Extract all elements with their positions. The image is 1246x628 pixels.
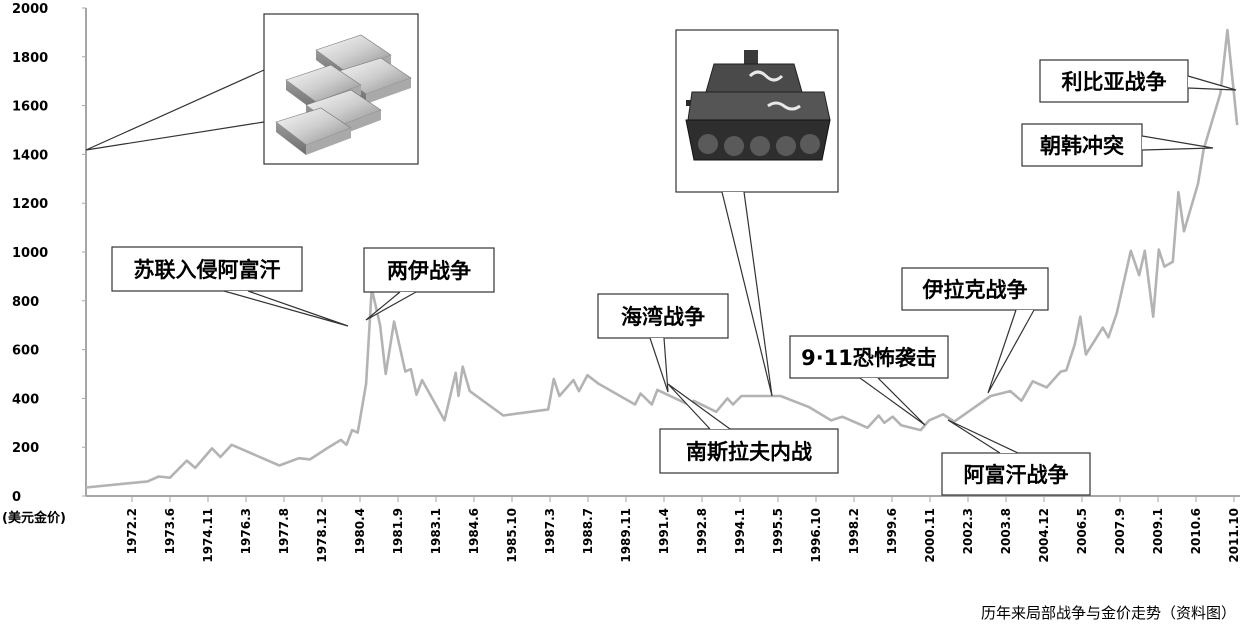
- x-tick-label: 1992.8: [695, 508, 709, 554]
- callout-pointer: [667, 383, 731, 430]
- gold-bars-image: [263, 13, 419, 165]
- callout-label: 阿富汗战争: [964, 463, 1069, 487]
- gold-image-pointer: [85, 69, 265, 151]
- y-tick-label: 1800: [12, 51, 48, 66]
- y-tick-label: 200: [12, 441, 39, 456]
- x-axis-ticks: 1972.2 1973.6 1974.11 1976.3 1977.8 1978.12 19…: [125, 496, 1241, 563]
- x-tick-label: 2010.6: [1189, 508, 1203, 554]
- x-tick-label: 1978.12: [315, 508, 329, 563]
- callout-box: [597, 293, 729, 339]
- callout-box: [901, 267, 1049, 311]
- callout-label: 伊拉克战争: [922, 278, 1028, 302]
- chart-caption: 历年来局部战争与金价走势（资料图）: [981, 604, 1236, 622]
- x-tick-label: 1972.2: [125, 508, 139, 554]
- x-tick-label: 1999.6: [885, 508, 899, 554]
- callout-label: 利比亚战争: [1062, 70, 1167, 94]
- callout-label: 9·11恐怖袭击: [801, 346, 937, 370]
- callout-pointer: [649, 337, 669, 393]
- y-tick-label: 1000: [12, 246, 48, 261]
- callout-pointer: [223, 290, 349, 327]
- gold-price-line: [85, 28, 1239, 489]
- x-tick-label: 2006.5: [1075, 508, 1089, 554]
- x-tick-label: 1995.5: [771, 508, 785, 554]
- y-axis-unit-label: (美元金价): [2, 510, 66, 526]
- callout-pointer: [1141, 135, 1214, 151]
- x-tick-label: 1980.4: [353, 508, 367, 554]
- x-tick-label: 1998.2: [847, 508, 861, 554]
- y-tick-label: 800: [12, 295, 39, 310]
- callout-pointer: [947, 419, 1019, 454]
- x-tick-label: 1973.6: [163, 508, 177, 554]
- tank-image: [675, 29, 839, 193]
- callout-box: [1021, 123, 1143, 167]
- x-tick-label: 1991.4: [657, 508, 671, 554]
- x-tick-label: 2002.3: [961, 508, 975, 554]
- callout-label: 两伊战争: [387, 259, 471, 283]
- callout-label: 苏联入侵阿富汗: [134, 258, 281, 282]
- callout-box: [363, 247, 495, 293]
- x-tick-label: 2007.9: [1113, 508, 1127, 554]
- x-tick-label: 1985.10: [505, 508, 519, 563]
- x-tick-label: 1983.1: [429, 508, 443, 554]
- callout-pointer: [859, 377, 926, 426]
- y-tick-label: 1200: [12, 197, 48, 212]
- callout-label: 海湾战争: [621, 305, 705, 329]
- y-tick-label: 0: [12, 490, 21, 505]
- x-tick-label: 2003.8: [999, 508, 1013, 554]
- y-axis-ticks: 0 200 400 600 800 1000 1200 1400 1600 1800 2000: [12, 2, 86, 505]
- y-tick-label: 2000: [12, 2, 48, 17]
- callout-box: [659, 428, 839, 474]
- x-tick-label: 1974.11: [201, 508, 215, 563]
- callout-box: [111, 246, 303, 292]
- x-tick-label: 2004.12: [1037, 508, 1051, 563]
- callout-label: 南斯拉夫内战: [686, 440, 812, 464]
- callout-label: 朝韩冲突: [1040, 134, 1124, 158]
- callout-pointer: [1187, 75, 1237, 91]
- x-tick-label: 2000.11: [923, 508, 937, 563]
- x-tick-label: 1981.9: [391, 508, 405, 554]
- x-tick-label: 1976.3: [239, 508, 253, 554]
- callout-box: [789, 335, 949, 379]
- gold-price-series: [85, 28, 1239, 489]
- callout-box: [1039, 59, 1189, 103]
- x-tick-label: 1994.1: [733, 508, 747, 554]
- callout-pointer: [365, 291, 417, 321]
- tank-image-pointer: [721, 191, 773, 397]
- x-tick-label: 1989.11: [619, 508, 633, 563]
- y-tick-label: 1400: [12, 148, 48, 163]
- x-tick-label: 2009.1: [1151, 508, 1165, 554]
- y-tick-label: 600: [12, 344, 39, 359]
- callout-pointer: [987, 309, 1035, 394]
- x-tick-label: 1977.8: [277, 508, 291, 554]
- y-tick-label: 400: [12, 392, 39, 407]
- x-tick-label: 1996.10: [809, 508, 823, 563]
- x-tick-label: 1988.7: [581, 508, 595, 554]
- x-tick-label: 2011.10: [1227, 508, 1241, 563]
- y-tick-label: 1600: [12, 100, 48, 115]
- callout-box: [941, 452, 1091, 496]
- x-tick-label: 1987.3: [543, 508, 557, 554]
- x-tick-label: 1984.6: [467, 508, 481, 554]
